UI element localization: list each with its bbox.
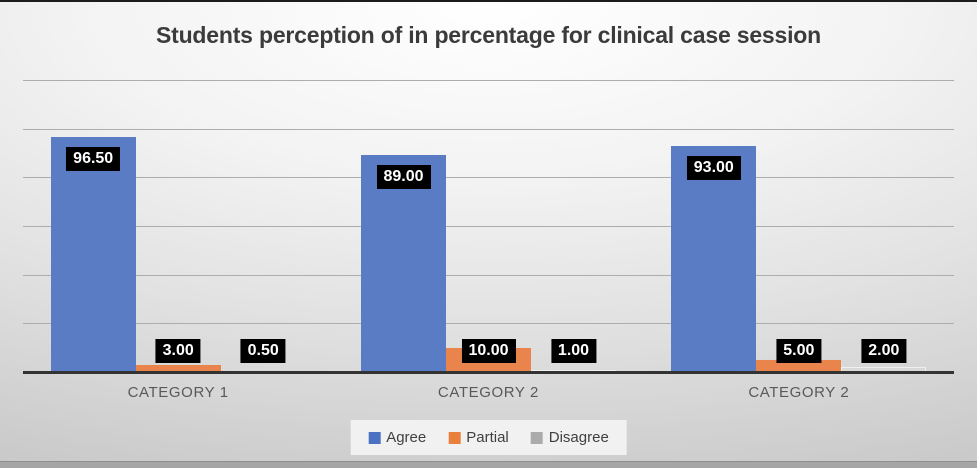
gridline <box>23 128 954 130</box>
category-label-1: CATEGORY 1 <box>127 384 229 401</box>
legend-item-agree: Agree <box>368 429 426 446</box>
bar-partial-cat1 <box>135 364 221 372</box>
data-label-agree-cat2: 89.00 <box>376 165 431 190</box>
gridline <box>23 80 954 81</box>
legend-swatch-agree-icon <box>368 431 381 444</box>
data-label-disagree-cat2: 1.00 <box>550 339 597 363</box>
data-label-partial-cat1: 3.00 <box>155 339 201 363</box>
gridline <box>23 323 954 325</box>
category-label-3: CATEGORY 2 <box>748 384 850 401</box>
legend-swatch-partial-icon <box>448 431 461 444</box>
bar-agree-cat3 <box>671 145 757 372</box>
legend-item-partial: Partial <box>448 429 509 446</box>
bar-agree-cat1 <box>50 137 136 372</box>
x-axis-line <box>23 371 954 374</box>
category-label-2: CATEGORY 2 <box>437 384 539 401</box>
bottom-shadow-band <box>0 461 977 468</box>
data-label-partial-cat2: 10.00 <box>461 339 516 363</box>
legend-label-disagree: Disagree <box>548 429 609 446</box>
gridline <box>23 177 954 179</box>
data-label-disagree-cat1: 0.50 <box>240 339 286 363</box>
legend-item-disagree: Disagree <box>530 429 609 446</box>
gridline <box>23 274 954 276</box>
legend: Agree Partial Disagree <box>350 420 627 455</box>
data-label-disagree-cat3: 2.00 <box>861 339 907 363</box>
legend-label-partial: Partial <box>466 429 509 446</box>
legend-label-agree: Agree <box>386 429 427 446</box>
chart-title: Students perception of in percentage for… <box>155 22 821 48</box>
data-label-partial-cat3: 5.00 <box>776 339 822 363</box>
legend-swatch-disagree-icon <box>530 431 543 444</box>
data-label-agree-cat1: 96.50 <box>66 147 121 172</box>
gridline <box>23 226 954 227</box>
bar-agree-cat2 <box>361 155 446 372</box>
data-label-agree-cat3: 93.00 <box>686 155 741 180</box>
